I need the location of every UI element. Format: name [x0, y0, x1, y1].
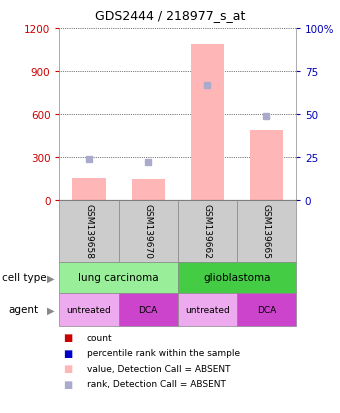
Text: ▶: ▶	[47, 273, 55, 283]
Bar	[250, 131, 283, 200]
Text: count: count	[87, 333, 112, 342]
Text: percentile rank within the sample: percentile rank within the sample	[87, 348, 240, 357]
Text: cell type: cell type	[2, 273, 46, 283]
Text: untreated: untreated	[67, 305, 112, 314]
Text: ■: ■	[63, 379, 72, 389]
Text: ▶: ▶	[47, 305, 55, 315]
Text: ■: ■	[63, 348, 72, 358]
Text: glioblastoma: glioblastoma	[203, 273, 271, 283]
Text: untreated: untreated	[185, 305, 230, 314]
Bar	[191, 45, 224, 200]
Text: value, Detection Call = ABSENT: value, Detection Call = ABSENT	[87, 364, 230, 373]
Text: DCA: DCA	[138, 305, 158, 314]
Text: GSM139662: GSM139662	[203, 204, 212, 259]
Text: DCA: DCA	[257, 305, 276, 314]
Text: ■: ■	[63, 332, 72, 342]
Text: GSM139665: GSM139665	[262, 204, 271, 259]
Text: GSM139670: GSM139670	[143, 204, 153, 259]
Text: rank, Detection Call = ABSENT: rank, Detection Call = ABSENT	[87, 380, 225, 389]
Text: GDS2444 / 218977_s_at: GDS2444 / 218977_s_at	[95, 9, 245, 22]
Bar	[72, 178, 106, 200]
Text: GSM139658: GSM139658	[85, 204, 94, 259]
Bar	[132, 180, 165, 200]
Text: agent: agent	[8, 305, 39, 315]
Text: ■: ■	[63, 363, 72, 373]
Text: lung carcinoma: lung carcinoma	[78, 273, 159, 283]
